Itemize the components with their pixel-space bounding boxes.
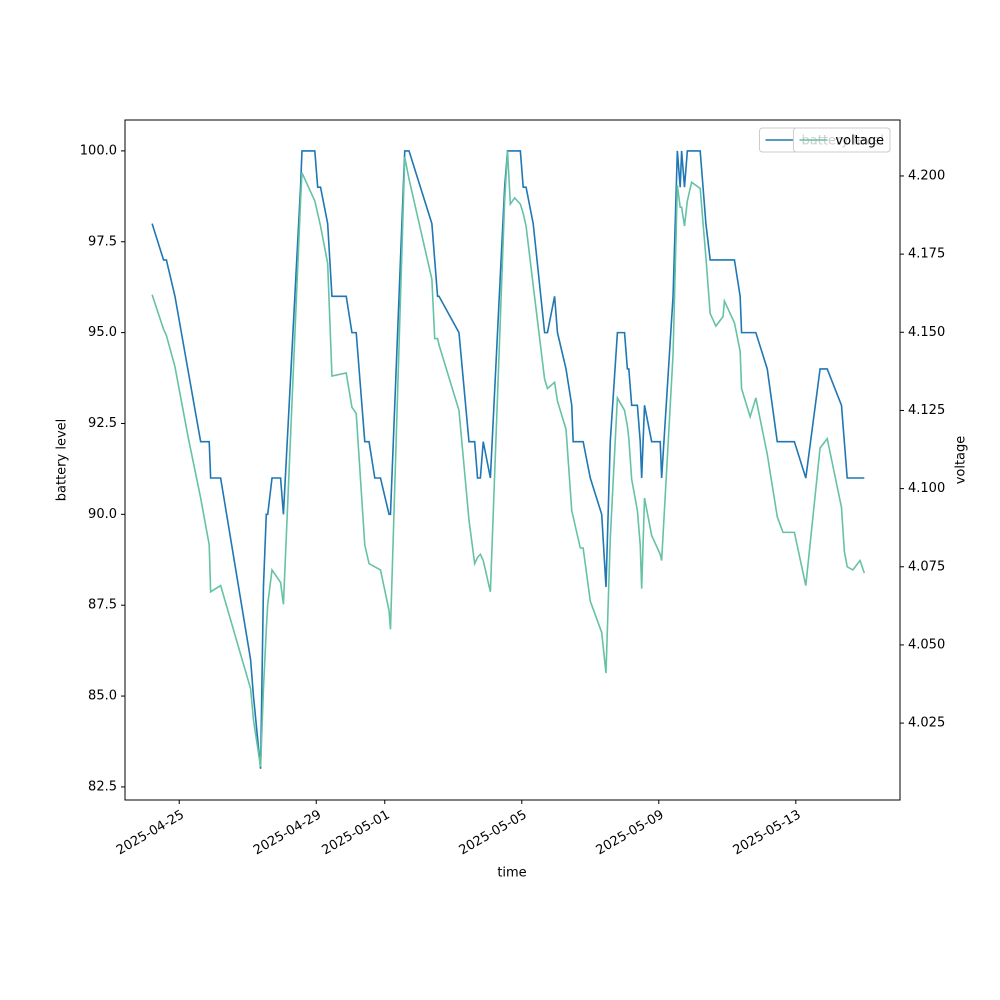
y2-tick-label: 4.025 (908, 716, 945, 731)
y2-tick-label: 4.075 (908, 559, 945, 574)
plot-frame (124, 119, 901, 801)
x-tick-label: 2025-05-01 (320, 808, 393, 859)
y2-tick-label: 4.150 (908, 325, 945, 340)
x-tick-label: 2025-04-29 (251, 808, 324, 859)
legend-label: voltage (835, 134, 884, 149)
y-tick-label: 95.0 (88, 325, 117, 340)
y2-tick-label: 4.125 (908, 403, 945, 418)
y-axis-label: battery level (55, 419, 70, 502)
y2-tick-label: 4.200 (908, 168, 945, 183)
x-tick-label: 2025-04-25 (114, 808, 187, 859)
y2-tick-label: 4.050 (908, 637, 945, 652)
x-tick-label: 2025-05-09 (594, 808, 667, 859)
y2-tick-label: 4.175 (908, 247, 945, 262)
legend-box (792, 127, 891, 153)
y2-tick-label: 4.100 (908, 481, 945, 496)
x-axis-label: time (497, 866, 526, 881)
y-tick-label: 85.0 (88, 689, 117, 704)
y-tick-label: 92.5 (88, 416, 117, 431)
series-line (151, 150, 865, 769)
legend: voltage (792, 127, 891, 153)
y-tick-label: 100.0 (80, 143, 117, 158)
series-line (151, 150, 866, 767)
x-tick-label: 2025-05-13 (731, 808, 804, 859)
y-tick-label: 97.5 (88, 234, 117, 249)
y-tick-label: 82.5 (88, 779, 117, 794)
y-tick-label: 87.5 (88, 598, 117, 613)
y-tick-label: 90.0 (88, 507, 117, 522)
x-tick-label: 2025-05-05 (457, 808, 530, 859)
y2-axis-label: voltage (954, 436, 969, 485)
